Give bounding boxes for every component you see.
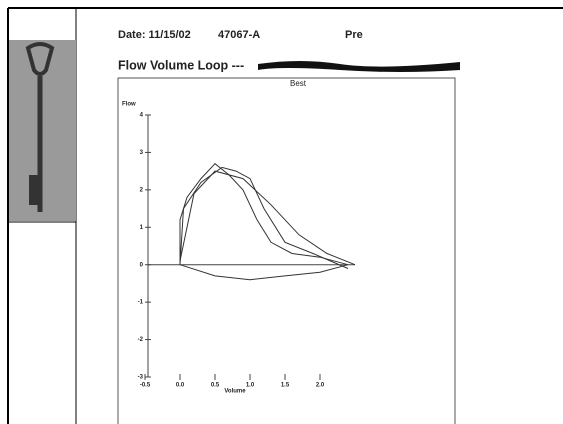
y-tick-label: 3 — [140, 150, 144, 156]
y-tick-label: 0 — [140, 262, 144, 268]
doc-title: Flow Volume Loop --- — [118, 58, 244, 72]
x-tick-label: 0.0 — [176, 383, 185, 389]
x-tick-label: -0.5 — [140, 383, 151, 389]
flow-curve — [179, 163, 349, 266]
redaction — [258, 61, 460, 72]
x-tick-label: 2.0 — [316, 383, 325, 389]
annotation: Best — [290, 79, 307, 88]
y-tick-label: 1 — [140, 225, 144, 231]
flow-curve — [179, 170, 356, 266]
y-label: Flow — [122, 102, 136, 108]
x-label: Volume — [224, 389, 246, 395]
chart-frame — [117, 77, 456, 424]
x-tick-label: 0.5 — [211, 383, 220, 389]
y-tick-label: -2 — [138, 337, 144, 343]
key-image — [9, 40, 76, 221]
key-bow — [25, 42, 55, 76]
flow-curve — [179, 264, 349, 281]
key-bit — [29, 175, 40, 205]
y-tick-label: 4 — [140, 113, 144, 119]
date: Date: 11/15/02 — [118, 29, 191, 41]
flow-curve — [179, 166, 349, 269]
x-tick-label: 1.5 — [281, 383, 290, 389]
y-tick-label: -3 — [138, 375, 144, 381]
y-tick-label: 2 — [140, 187, 144, 193]
y-tick-label: -1 — [138, 300, 144, 306]
x-tick-label: 1.0 — [246, 383, 255, 389]
record-id: 47067-A — [218, 29, 260, 41]
phase: Pre — [345, 29, 363, 41]
